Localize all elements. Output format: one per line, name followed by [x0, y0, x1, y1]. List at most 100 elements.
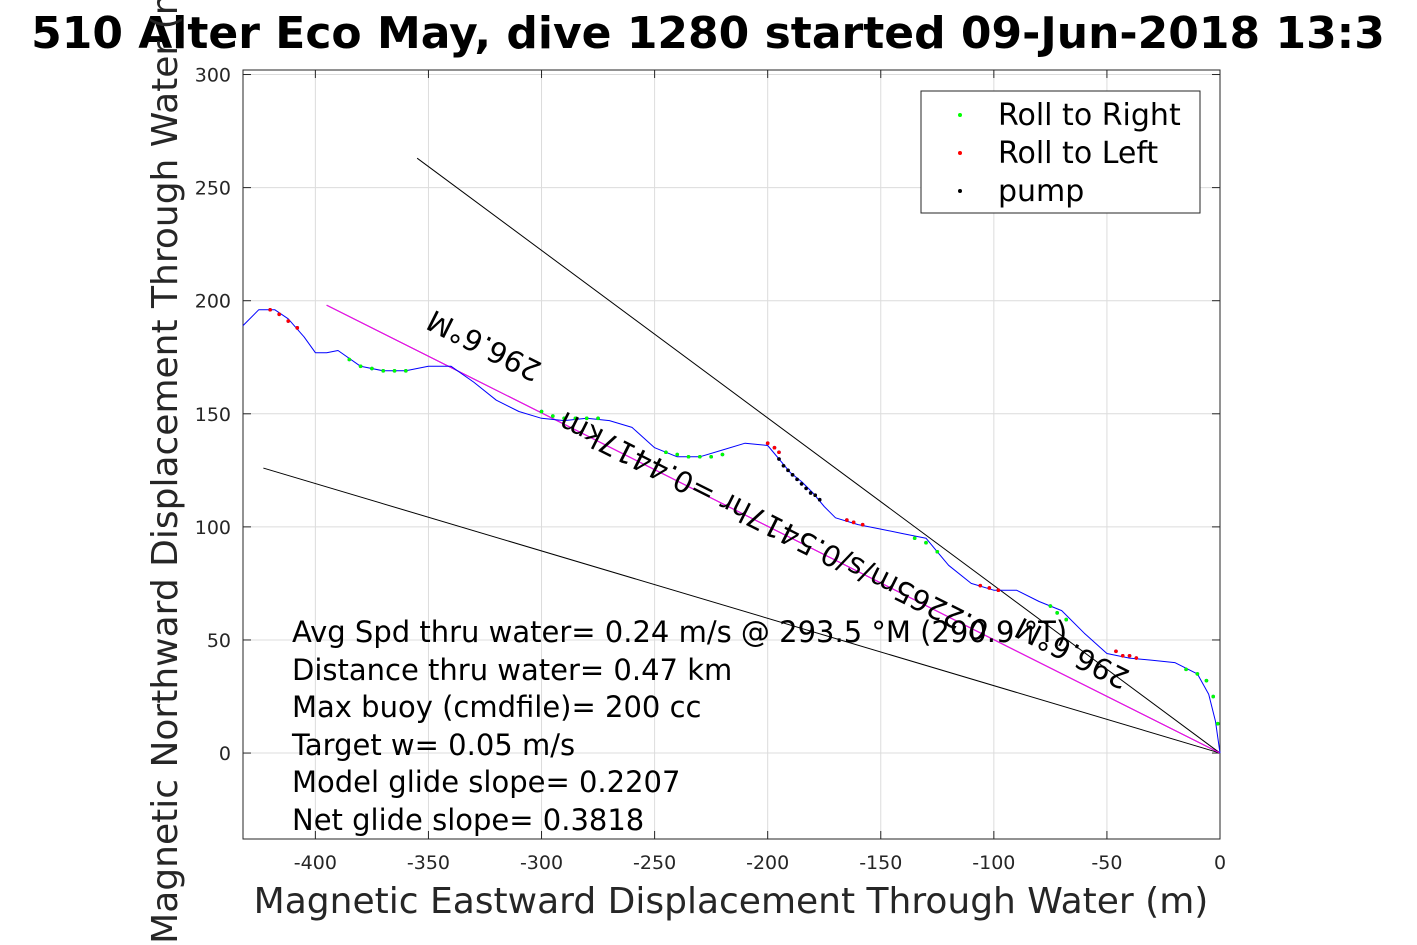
reference-lines: [263, 157, 1221, 754]
pump-point: [786, 468, 790, 473]
legend-roll-left-marker: [958, 151, 962, 155]
reference-line: [263, 467, 1221, 754]
x-tick-label: -300: [520, 852, 563, 874]
annotation-distance: Distance thru water= 0.47 km: [292, 653, 732, 687]
roll-left-point: [845, 518, 849, 522]
roll-left-point: [765, 441, 770, 445]
roll-right-point: [935, 549, 940, 554]
legend-roll-right-marker: [958, 113, 962, 117]
y-tick-label: 300: [195, 65, 231, 87]
annotation-model-glide: Model glide slope= 0.2207: [292, 765, 680, 799]
x-axis: -400 -350 -300 -250 -200 -150 -100 -50 0: [294, 70, 1226, 874]
roll-left-point: [851, 520, 856, 525]
reference-line: [326, 304, 1221, 754]
roll-right-point: [347, 357, 352, 362]
roll-left-point: [996, 588, 1001, 593]
y-tick-label: 250: [195, 178, 231, 200]
reference-line: [416, 157, 1221, 754]
annotation-max-buoy: Max buoy (cmdfile)= 200 cc: [292, 690, 701, 724]
roll-left-point: [1120, 653, 1125, 658]
roll-right-point: [686, 454, 691, 459]
roll-markers: [268, 307, 1220, 726]
y-tick-label: 150: [195, 404, 231, 426]
roll-right-point: [1195, 672, 1200, 676]
track-path: [242, 309, 1221, 754]
x-tick-label: -400: [294, 852, 337, 874]
legend-pump-label: pump: [998, 174, 1084, 209]
x-tick-label: -250: [633, 852, 676, 874]
legend-box: [920, 90, 1201, 214]
roll-right-point: [551, 414, 555, 418]
roll-right-point: [1184, 667, 1188, 672]
roll-right-point: [698, 454, 702, 459]
roll-right-point: [404, 369, 408, 373]
pump-point: [808, 491, 813, 495]
annotation-block: Avg Spd thru water= 0.24 m/s @ 293.5 °M …: [291, 615, 1067, 837]
roll-right-point: [924, 540, 928, 545]
roll-right-point: [573, 416, 578, 421]
roll-right-point: [720, 452, 725, 457]
roll-right-point: [912, 536, 917, 540]
roll-right-point: [562, 416, 566, 421]
y-tick-label: 0: [219, 743, 231, 765]
roll-left-point: [1114, 649, 1118, 654]
annotation-avg-speed: Avg Spd thru water= 0.24 m/s @ 293.5 °M …: [292, 615, 1067, 649]
pump-point: [795, 477, 799, 482]
y-tick-label: 100: [195, 517, 231, 539]
roll-left-point: [777, 450, 781, 455]
roll-right-point: [596, 416, 600, 421]
legend: Roll to Right Roll to Left pump: [920, 90, 1201, 214]
roll-right-point: [1055, 611, 1059, 615]
roll-right-point: [1211, 694, 1216, 699]
roll-right-point: [381, 369, 386, 373]
annotation-net-glide: Net glide slope= 0.3818: [292, 803, 644, 837]
roll-left-point: [860, 522, 865, 527]
y-tick-label: 50: [207, 630, 231, 652]
pump-point: [790, 473, 795, 477]
roll-right-point: [584, 416, 589, 421]
roll-right-point: [392, 369, 397, 373]
y-tick-label: 200: [195, 291, 231, 313]
x-tick-label: -50: [1091, 852, 1122, 874]
roll-right-point: [1215, 721, 1220, 726]
y-axis-label: Magnetic Northward Displacement Through …: [145, 0, 186, 944]
roll-right-point: [1048, 604, 1053, 608]
dive-track: [242, 309, 1221, 754]
pump-point: [813, 493, 817, 498]
plot-frame: [242, 69, 1221, 840]
roll-left-point: [277, 312, 281, 317]
roll-left-point: [772, 445, 777, 450]
annotation-target-w: Target w= 0.05 m/s: [291, 728, 575, 762]
roll-right-point: [1204, 678, 1209, 683]
legend-pump-marker: [958, 189, 962, 193]
chart-title: 510 Alter Eco May, dive 1280 started 09-…: [31, 8, 1385, 59]
roll-right-point: [664, 450, 668, 455]
x-tick-label: -350: [407, 852, 450, 874]
roll-left-point: [978, 583, 983, 588]
roll-right-point: [1064, 617, 1069, 622]
x-tick-label: -150: [859, 852, 902, 874]
roll-left-point: [1127, 653, 1132, 658]
y-axis: 0 50 100 150 200 250 300: [195, 65, 1220, 765]
pump-point: [817, 497, 822, 502]
roll-left-point: [987, 586, 992, 590]
roll-left-point: [1134, 656, 1139, 660]
roll-left-point: [286, 319, 291, 323]
pump-point: [799, 482, 804, 486]
x-tick-label: -100: [972, 852, 1015, 874]
roll-right-point: [709, 454, 713, 459]
pump-point: [804, 486, 808, 491]
roll-left-point: [295, 326, 300, 330]
pump-point: [781, 464, 786, 468]
pump-point: [777, 457, 781, 461]
legend-roll-left-label: Roll to Left: [998, 136, 1158, 171]
grid-lines: [243, 70, 1221, 839]
roll-right-point: [539, 409, 544, 414]
roll-right-point: [675, 452, 680, 457]
x-tick-label: -200: [746, 852, 789, 874]
roll-right-point: [370, 366, 374, 371]
x-axis-label: Magnetic Eastward Displacement Through W…: [254, 881, 1209, 922]
x-tick-label: 0: [1214, 852, 1226, 874]
roll-right-point: [358, 364, 363, 369]
